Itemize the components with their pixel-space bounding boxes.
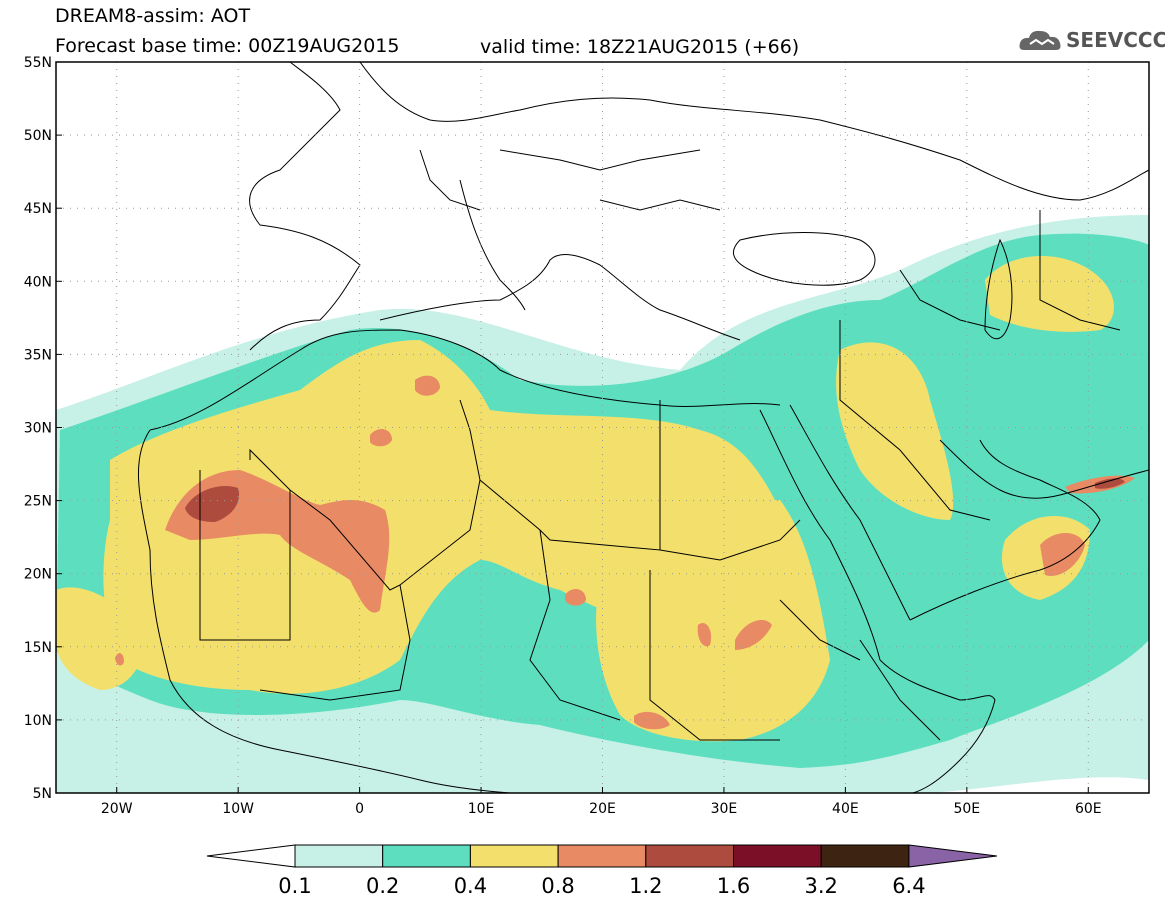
- forecast-base-time: Forecast base time: 00Z19AUG2015: [55, 35, 400, 57]
- colorbar-label: 0.4: [454, 874, 487, 898]
- axis-ticks: [56, 61, 1089, 794]
- cloud-icon: [1019, 30, 1061, 50]
- graticule: [56, 62, 1149, 793]
- aot-field: [56, 215, 1149, 793]
- seevccc-logo: SEEVCCC: [1018, 24, 1165, 54]
- colorbar-label: 3.2: [804, 874, 837, 898]
- colorbar-labels: 0.1 0.2 0.4 0.8 1.2 1.6 3.2 6.4: [278, 874, 925, 898]
- valid-time: valid time: 18Z21AUG2015 (+66): [480, 36, 800, 58]
- lon-label: 20E: [589, 801, 616, 817]
- aot-band-0.4-arabia: [836, 342, 954, 520]
- lat-label: 25N: [24, 494, 52, 510]
- lon-label: 20W: [101, 801, 133, 817]
- colorbar-label: 0.1: [278, 874, 311, 898]
- lat-label: 45N: [24, 201, 52, 217]
- lat-label: 35N: [24, 347, 52, 363]
- colorbar-swatch: [733, 844, 822, 868]
- lon-label: 50E: [953, 801, 980, 817]
- aot-band-0.8-algeria: [415, 375, 440, 396]
- colorbar-label: 1.6: [717, 874, 750, 898]
- aot-band-0.8-libya: [370, 428, 392, 447]
- colorbar-swatch: [557, 844, 647, 868]
- colorbar-label: 1.2: [629, 874, 662, 898]
- lon-label: 40E: [832, 801, 859, 817]
- aot-band-0.8-car: [634, 711, 670, 730]
- colorbar-label: 0.2: [366, 874, 399, 898]
- aot-band-0.8-chad: [565, 588, 586, 606]
- lat-label: 30N: [24, 421, 52, 437]
- lat-label: 10N: [24, 713, 52, 729]
- colorbar: [206, 844, 997, 868]
- lat-label: 15N: [24, 640, 52, 656]
- colorbar-swatch: [645, 844, 734, 868]
- colorbar-above-triangle: [908, 844, 997, 868]
- lat-label: 5N: [33, 786, 52, 802]
- lat-label: 55N: [24, 55, 52, 71]
- lat-label: 40N: [24, 274, 52, 290]
- coastlines: [137, 62, 1149, 793]
- aot-band-0.4-sudan: [596, 500, 830, 742]
- lon-label: 10W: [222, 801, 254, 817]
- colorbar-swatch: [294, 844, 384, 868]
- aot-band-0.8-atlantic: [115, 653, 124, 666]
- colorbar-swatch: [469, 844, 559, 868]
- aot-band-1.2-iran: [1095, 478, 1125, 489]
- colorbar-swatch: [382, 844, 471, 868]
- lon-label: 0: [355, 801, 364, 817]
- colorbar-label: 6.4: [892, 874, 925, 898]
- map-title: DREAM8-assim: AOT: [55, 5, 251, 27]
- lat-label: 50N: [24, 128, 52, 144]
- lat-label: 20N: [24, 567, 52, 583]
- aot-band-0.4-asia: [985, 256, 1114, 332]
- lon-label: 10E: [468, 801, 495, 817]
- aot-band-0.8-sudan2: [735, 620, 772, 650]
- aot-band-0.8-sudan1: [697, 622, 712, 647]
- logo-text: SEEVCCC: [1066, 28, 1165, 52]
- aot-band-1.2-core: [185, 486, 240, 522]
- latitude-labels: 55N 50N 45N 40N 35N 30N 25N 20N 15N 10N 5N: [24, 55, 52, 802]
- colorbar-swatch: [820, 844, 910, 868]
- colorbar-below-triangle: [206, 844, 296, 868]
- lon-label: 30E: [711, 801, 738, 817]
- longitude-labels: 20W 10W 0 10E 20E 30E 40E 50E 60E: [101, 801, 1102, 817]
- lon-label: 60E: [1075, 801, 1102, 817]
- colorbar-label: 0.8: [541, 874, 574, 898]
